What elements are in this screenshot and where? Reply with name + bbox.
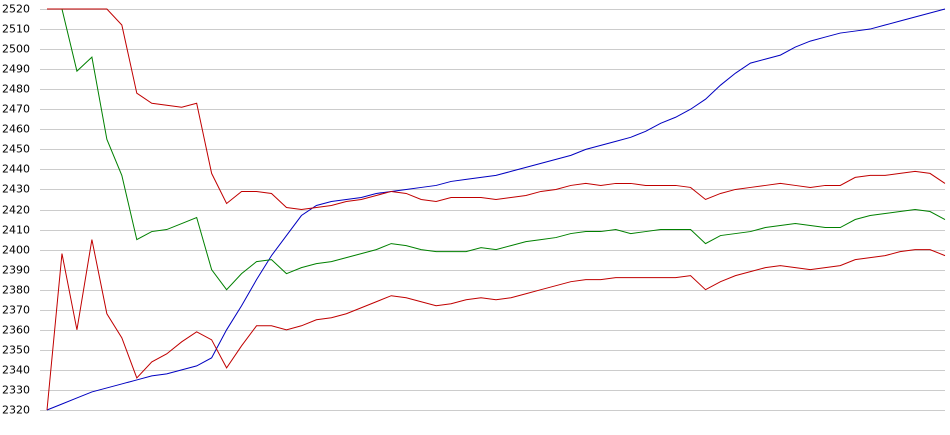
y-tick-label: 2380 bbox=[2, 284, 30, 297]
y-tick-label: 2330 bbox=[2, 384, 30, 397]
y-tick-label: 2440 bbox=[2, 163, 30, 176]
y-tick-label: 2460 bbox=[2, 123, 30, 136]
y-tick-label: 2510 bbox=[2, 23, 30, 36]
y-tick-label: 2400 bbox=[2, 244, 30, 257]
y-tick-label: 2320 bbox=[2, 404, 30, 417]
y-tick-label: 2370 bbox=[2, 304, 30, 317]
y-tick-label: 2500 bbox=[2, 43, 30, 56]
series-line bbox=[46, 239, 946, 411]
series-line bbox=[46, 8, 946, 411]
y-tick-label: 2490 bbox=[2, 63, 30, 76]
y-tick-label: 2420 bbox=[2, 204, 30, 217]
y-tick-label: 2470 bbox=[2, 103, 30, 116]
y-tick-label: 2430 bbox=[2, 183, 30, 196]
series-line bbox=[47, 8, 946, 291]
y-tick-label: 2410 bbox=[2, 224, 30, 237]
y-tick-label: 2480 bbox=[2, 83, 30, 96]
y-tick-label: 2450 bbox=[2, 143, 30, 156]
y-tick-label: 2390 bbox=[2, 264, 30, 277]
y-tick-label: 2350 bbox=[2, 344, 30, 357]
series-line bbox=[47, 8, 946, 211]
y-tick-label: 2340 bbox=[2, 364, 30, 377]
y-tick-label: 2360 bbox=[2, 324, 30, 337]
y-tick-label: 2520 bbox=[2, 3, 30, 16]
